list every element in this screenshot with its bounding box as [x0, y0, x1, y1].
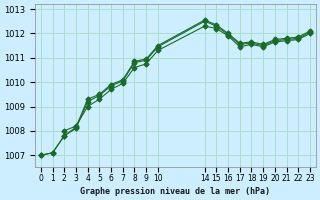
X-axis label: Graphe pression niveau de la mer (hPa): Graphe pression niveau de la mer (hPa): [80, 187, 270, 196]
